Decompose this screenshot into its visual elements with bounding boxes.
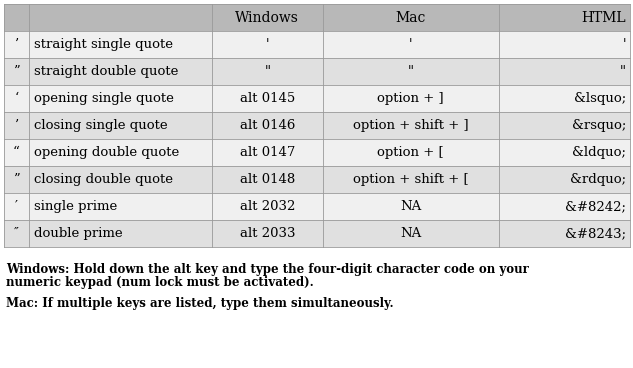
Text: ’: ’	[15, 38, 18, 51]
Text: NA: NA	[400, 200, 421, 213]
Text: &ldquo;: &ldquo;	[572, 146, 626, 159]
Bar	[29, 58, 212, 85]
Text: “: “	[13, 146, 20, 159]
Text: HTML: HTML	[581, 11, 626, 25]
Text: ': '	[409, 38, 413, 51]
Text: option + shift + ]: option + shift + ]	[353, 119, 468, 132]
Text: Windows: Hold down the alt key and type the four-digit character code on your: Windows: Hold down the alt key and type …	[6, 263, 529, 276]
Text: ': '	[622, 38, 626, 51]
Text: closing double quote: closing double quote	[34, 173, 173, 186]
Bar	[323, 220, 499, 247]
Text: ′: ′	[15, 200, 18, 213]
Bar	[323, 166, 499, 193]
Text: alt 0148: alt 0148	[240, 173, 295, 186]
Text: closing single quote: closing single quote	[34, 119, 168, 132]
Text: option + shift + [: option + shift + [	[353, 173, 468, 186]
Bar	[212, 85, 323, 112]
Bar	[323, 139, 499, 166]
Text: straight single quote: straight single quote	[34, 38, 173, 51]
Text: opening double quote: opening double quote	[34, 146, 179, 159]
Text: ’: ’	[15, 119, 18, 132]
Text: alt 0146: alt 0146	[239, 119, 295, 132]
Bar	[323, 31, 499, 58]
Bar	[499, 31, 630, 58]
Bar	[29, 166, 212, 193]
Text: ': '	[265, 38, 269, 51]
Bar	[212, 31, 323, 58]
Bar	[499, 112, 630, 139]
Bar	[499, 4, 630, 31]
Text: ": "	[264, 65, 270, 78]
Bar	[4, 139, 29, 166]
Bar	[4, 4, 29, 31]
Text: opening single quote: opening single quote	[34, 92, 173, 105]
Bar	[29, 85, 212, 112]
Bar	[212, 193, 323, 220]
Text: ": "	[620, 65, 626, 78]
Text: Mac: If multiple keys are listed, type them simultaneously.: Mac: If multiple keys are listed, type t…	[6, 297, 394, 310]
Text: alt 2032: alt 2032	[239, 200, 295, 213]
Bar	[29, 31, 212, 58]
Text: ": "	[408, 65, 413, 78]
Text: &rsquo;: &rsquo;	[572, 119, 626, 132]
Bar	[212, 112, 323, 139]
Bar	[499, 58, 630, 85]
Bar	[4, 31, 29, 58]
Bar	[323, 58, 499, 85]
Text: double prime: double prime	[34, 227, 123, 240]
Bar	[4, 166, 29, 193]
Bar	[323, 112, 499, 139]
Bar	[29, 193, 212, 220]
Bar	[499, 220, 630, 247]
Bar	[29, 220, 212, 247]
Bar	[29, 112, 212, 139]
Text: alt 0145: alt 0145	[240, 92, 295, 105]
Bar	[4, 85, 29, 112]
Text: alt 0147: alt 0147	[239, 146, 295, 159]
Bar	[212, 220, 323, 247]
Text: Mac: Mac	[396, 11, 426, 25]
Bar	[212, 58, 323, 85]
Text: ‘: ‘	[15, 92, 18, 105]
Text: numeric keypad (num lock must be activated).: numeric keypad (num lock must be activat…	[6, 276, 314, 289]
Text: ”: ”	[13, 65, 20, 78]
Text: straight double quote: straight double quote	[34, 65, 179, 78]
Bar	[323, 85, 499, 112]
Bar	[499, 166, 630, 193]
Text: ”: ”	[13, 173, 20, 186]
Bar	[4, 58, 29, 85]
Bar	[29, 139, 212, 166]
Text: &lsquo;: &lsquo;	[573, 92, 626, 105]
Text: &rdquo;: &rdquo;	[570, 173, 626, 186]
Bar	[323, 4, 499, 31]
Bar	[212, 139, 323, 166]
Bar	[212, 166, 323, 193]
Bar	[4, 112, 29, 139]
Text: &#8242;: &#8242;	[565, 200, 626, 213]
Bar	[29, 4, 212, 31]
Bar	[499, 139, 630, 166]
Bar	[499, 193, 630, 220]
Text: option + ]: option + ]	[377, 92, 444, 105]
Bar	[4, 220, 29, 247]
Text: option + [: option + [	[377, 146, 444, 159]
Text: alt 2033: alt 2033	[239, 227, 295, 240]
Bar	[212, 4, 323, 31]
Bar	[4, 193, 29, 220]
Text: NA: NA	[400, 227, 421, 240]
Text: &#8243;: &#8243;	[565, 227, 626, 240]
Text: ″: ″	[14, 227, 19, 240]
Bar	[499, 85, 630, 112]
Text: single prime: single prime	[34, 200, 117, 213]
Text: Windows: Windows	[235, 11, 299, 25]
Bar	[323, 193, 499, 220]
